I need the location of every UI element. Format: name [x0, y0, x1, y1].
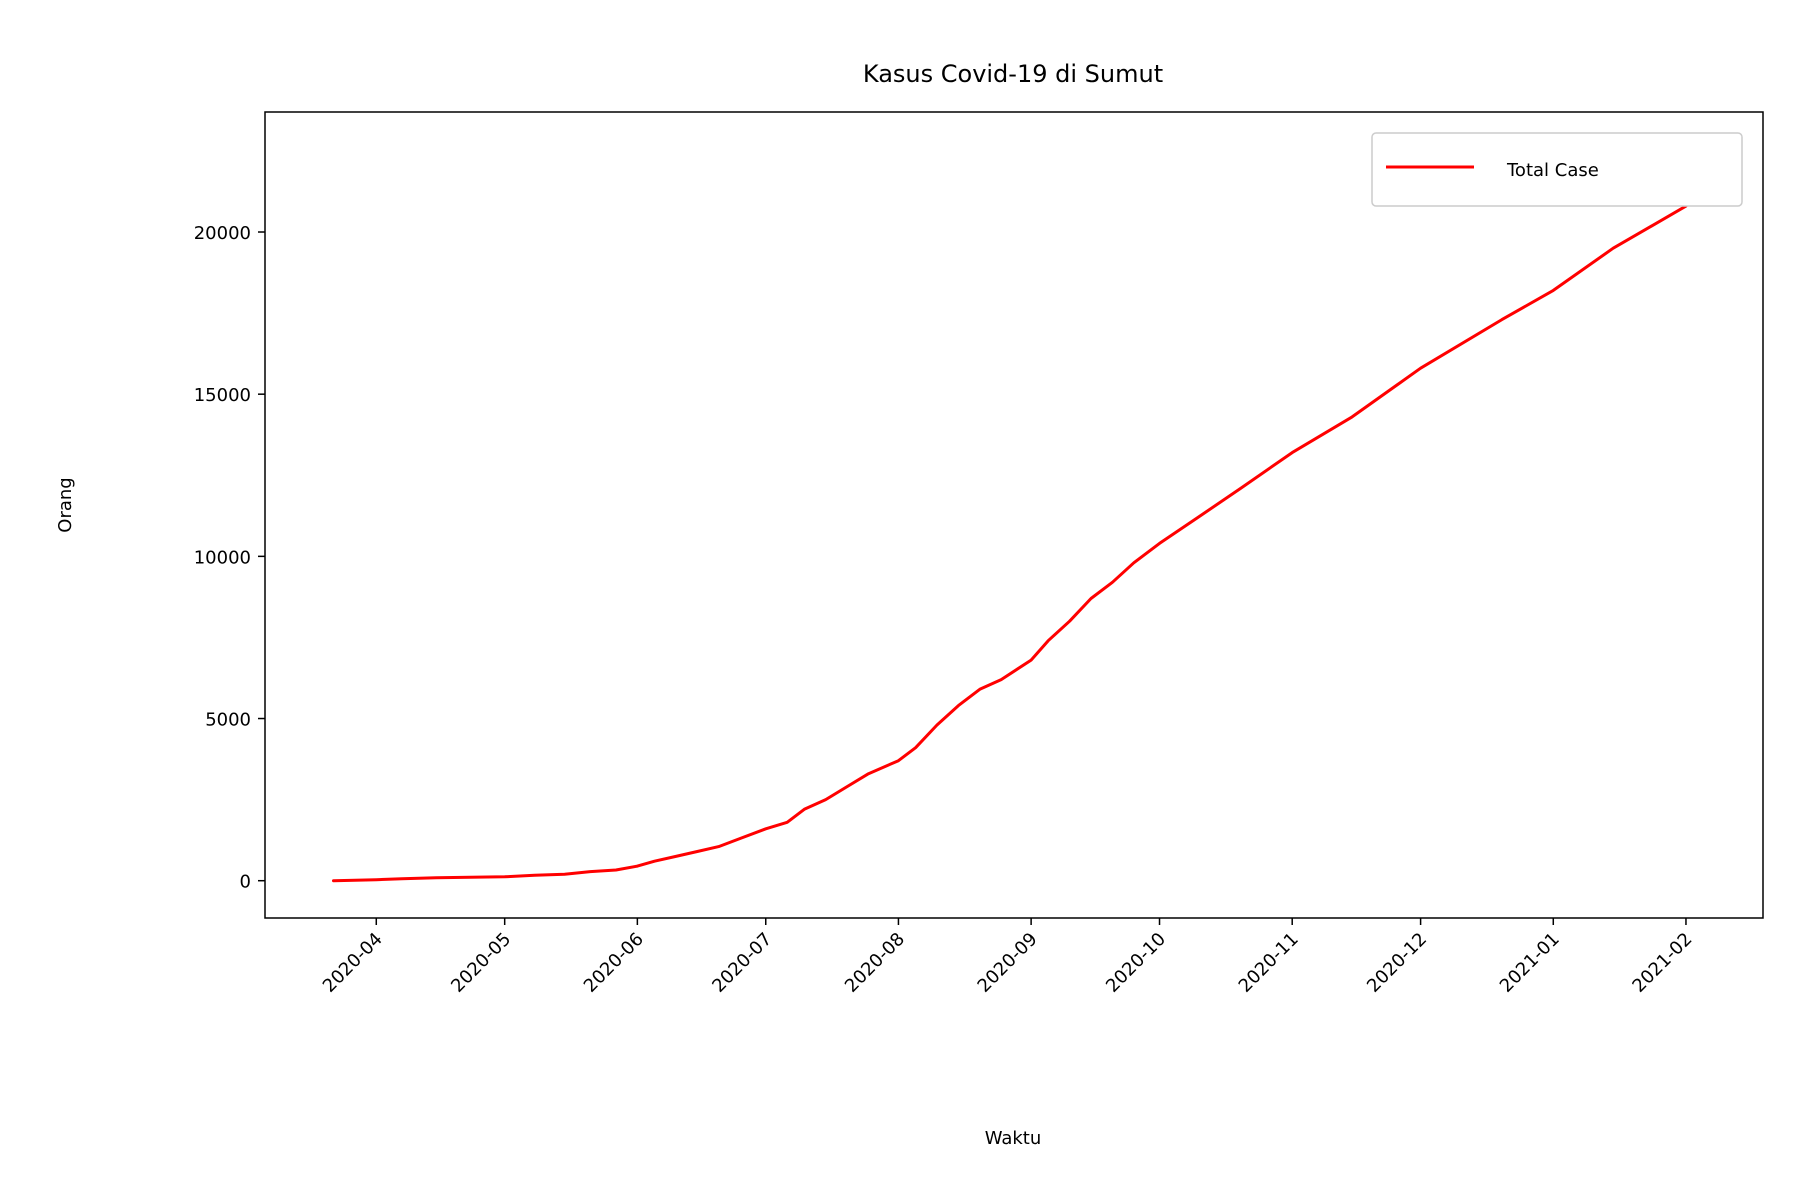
- y-tick-label: 0: [240, 872, 251, 893]
- y-axis-label: Orang: [55, 477, 76, 532]
- legend: Total Case: [1371, 132, 1743, 207]
- series-layer: [332, 146, 1726, 883]
- y-tick-label: 20000: [194, 223, 251, 244]
- y-tick-label: 15000: [194, 385, 251, 406]
- y-axis-ticks: 0 5000 10000 15000 20000: [194, 223, 265, 893]
- series-line-total-case: [332, 146, 1726, 883]
- plot-frame: [264, 111, 1764, 919]
- legend-box: [1371, 132, 1743, 207]
- y-tick-label: 5000: [205, 710, 251, 731]
- y-tick-label: 10000: [194, 547, 251, 568]
- x-axis-label: Waktu: [985, 1128, 1042, 1149]
- chart-title: Kasus Covid-19 di Sumut: [863, 60, 1163, 88]
- legend-label: Total Case: [1506, 160, 1599, 181]
